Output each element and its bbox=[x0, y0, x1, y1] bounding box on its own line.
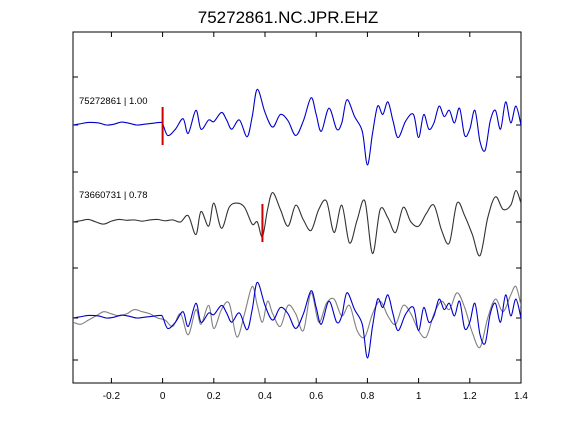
trace-match-panel-2 bbox=[73, 189, 521, 257]
trace-match_overlay-panel-3 bbox=[73, 285, 521, 349]
chart-title: 75272861.NC.JPR.EHZ bbox=[198, 8, 378, 27]
x-tick-label: 0.4 bbox=[258, 391, 272, 402]
x-tick-label: 0 bbox=[160, 391, 166, 402]
axes: -0.2 0 0.2 0.4 0.6 0.8 1 1.2 1.4 bbox=[73, 32, 528, 402]
trace-label-panel-1: 75272861 | 1.00 bbox=[79, 96, 148, 107]
x-tick-label: 1.4 bbox=[514, 391, 528, 402]
plot-area bbox=[72, 31, 522, 384]
trace-label-panel-2: 73660731 | 0.78 bbox=[79, 190, 148, 201]
trace-group bbox=[73, 88, 521, 359]
trace-master-panel-3 bbox=[73, 281, 521, 359]
traces: 75272861 | 1.00 73660731 | 0.78 bbox=[73, 88, 521, 359]
x-tick-label: 1 bbox=[416, 391, 422, 402]
x-tick-label: 0.2 bbox=[207, 391, 221, 402]
x-tick-label: 0.6 bbox=[309, 391, 323, 402]
x-tick-label: 0.8 bbox=[360, 391, 374, 402]
x-tick-label: -0.2 bbox=[103, 391, 121, 402]
x-tick-label: 1.2 bbox=[463, 391, 477, 402]
